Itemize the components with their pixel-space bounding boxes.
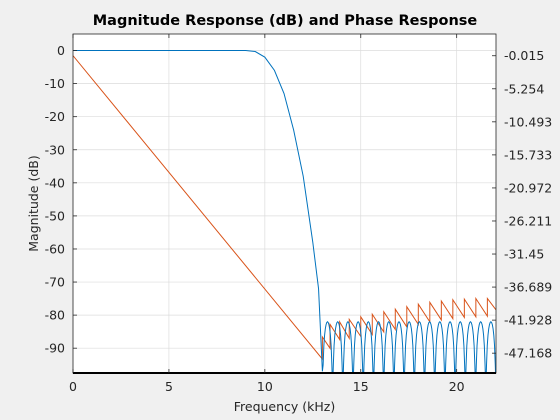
y-right-tick-label: -47.168	[504, 346, 552, 361]
x-axis-label: Frequency (kHz)	[234, 399, 336, 414]
y-tick-label: -10	[45, 76, 65, 91]
y-tick-label: -50	[45, 208, 65, 223]
y-tick-label: -70	[45, 275, 65, 290]
y-right-tick-label: -36.689	[504, 280, 552, 295]
x-tick-label: 0	[69, 379, 77, 394]
plot-area: 0 5 10 15 20 0 -10 -20 -30 -40 -50 -60 -70 -80 -90 -0.0…	[45, 33, 553, 394]
y-right-tick-label: -5.254	[504, 81, 544, 96]
y-right-tick-label: -10.493	[504, 114, 552, 129]
tick-labels: 0 5 10 15 20 0 -10 -20 -30 -40 -50 -60 -70 -80 -90 -0.0…	[45, 43, 553, 394]
y-tick-label: -80	[45, 308, 65, 323]
axes-background	[73, 34, 496, 373]
y-tick-label: -40	[45, 175, 65, 190]
chart-title: Magnitude Response (dB) and Phase Respon…	[93, 13, 478, 29]
y-axis-label: Magnitude (dB)	[26, 155, 41, 251]
x-tick-label: 10	[257, 379, 273, 394]
y-tick-label: -30	[45, 142, 65, 157]
y-tick-label: -90	[45, 341, 65, 356]
y-right-tick-label: -20.972	[504, 180, 552, 195]
y-tick-label: -20	[45, 109, 65, 124]
y-right-tick-label: -0.015	[504, 48, 544, 63]
x-tick-label: 15	[353, 379, 369, 394]
y-right-tick-label: -31.45	[504, 247, 544, 262]
grid	[72, 34, 496, 373]
ticks	[72, 34, 496, 373]
x-tick-label: 5	[165, 379, 173, 394]
y-right-tick-label: -15.733	[504, 147, 552, 162]
magnitude-series-line	[73, 50, 496, 373]
series-layer	[73, 50, 496, 373]
x-tick-label: 20	[449, 379, 465, 394]
y-right-tick-label: -26.211	[504, 213, 552, 228]
y-right-tick-label: -41.928	[504, 313, 552, 328]
y-tick-label: 0	[57, 43, 65, 58]
y-tick-label: -60	[45, 241, 65, 256]
